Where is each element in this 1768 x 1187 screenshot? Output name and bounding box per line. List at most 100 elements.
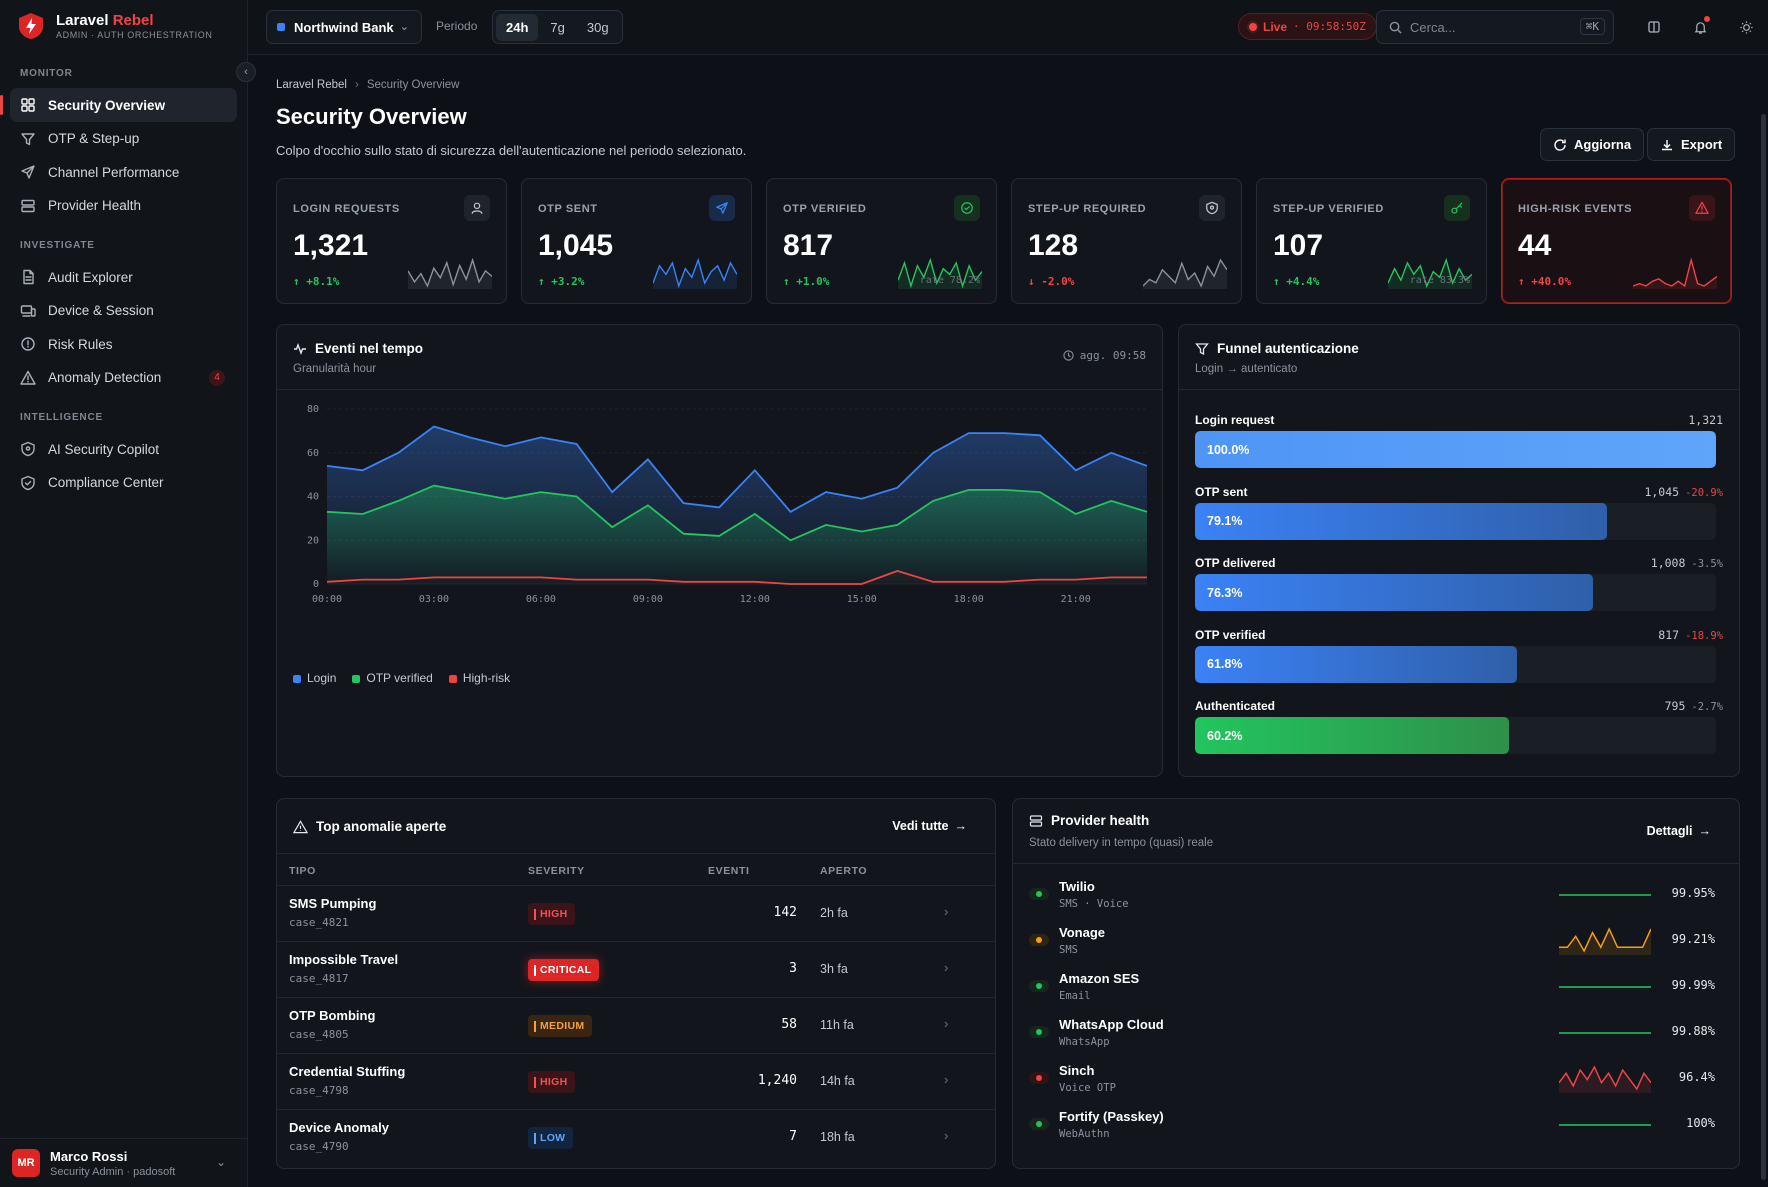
sidebar-item-risk-rules[interactable]: Risk Rules <box>10 327 237 361</box>
search-input[interactable] <box>1410 19 1560 35</box>
alert-circle-icon <box>21 337 35 351</box>
provider-name: WhatsApp Cloud <box>1059 1017 1164 1032</box>
kpi-value: 107 <box>1273 229 1324 262</box>
sidebar-item-channel-performance[interactable]: Channel Performance <box>10 155 237 189</box>
brand[interactable]: Laravel Rebel ADMIN · AUTH ORCHESTRATION <box>18 12 212 40</box>
funnel-bar-track: 100.0% <box>1195 431 1716 468</box>
funnel-bar: 61.8% <box>1195 645 1517 683</box>
kpi-card-login-requests[interactable]: LOGIN REQUESTS 1,321 ↑ +8.1% <box>276 178 507 304</box>
legend-item-high-risk[interactable]: High-risk <box>448 671 511 685</box>
search-box: ⌘K <box>1376 10 1614 44</box>
provider-uptime: 99.88% <box>1671 1024 1715 1038</box>
provider-sparkline <box>1559 986 1651 988</box>
kpi-delta: ↑ +3.2% <box>538 275 585 288</box>
key-icon <box>1451 202 1463 214</box>
period-option-24h[interactable]: 24h <box>496 13 539 41</box>
provider-sparkline <box>1559 1065 1651 1093</box>
period-option-7g[interactable]: 7g <box>550 19 565 35</box>
provider-uptime: 100% <box>1686 1116 1715 1130</box>
kpi-icon-box <box>464 195 490 221</box>
tenant-selector[interactable]: Northwind Bank ⌄ <box>266 10 422 44</box>
page-description: Colpo d'occhio sullo stato di sicurezza … <box>276 143 747 158</box>
main-scrollbar[interactable] <box>1761 114 1766 1180</box>
kpi-card-step-up-verified[interactable]: STEP-UP VERIFIED 107 ↑ +4.4% rate 83.3% <box>1256 178 1487 304</box>
provider-sparkline <box>1559 927 1651 955</box>
legend-label: OTP verified <box>366 671 433 685</box>
nav-section-investigate: INVESTIGATE <box>20 240 95 251</box>
sidebar-item-provider-health[interactable]: Provider Health <box>10 189 237 223</box>
kpi-icon-box <box>1444 195 1470 221</box>
anomaly-type: OTP Bombing <box>289 1008 376 1023</box>
sidebar-item-security-overview[interactable]: Security Overview <box>0 88 237 122</box>
provider-channels: SMS <box>1059 944 1078 956</box>
notifications-button[interactable] <box>1688 15 1712 39</box>
provider-channels: SMS · Voice <box>1059 898 1129 910</box>
sidebar-item-ai-security-copilot[interactable]: AI Security Copilot <box>10 432 237 466</box>
provider-row-fortify-passkey-[interactable]: Fortify (Passkey) WebAuthn 100% <box>1013 1105 1731 1151</box>
provider-row-vonage[interactable]: Vonage SMS 99.21% <box>1013 921 1731 967</box>
provider-row-whatsapp-cloud[interactable]: WhatsApp Cloud WhatsApp 99.88% <box>1013 1013 1731 1059</box>
sidebar-item-otp-step-up[interactable]: OTP & Step-up <box>10 122 237 156</box>
x-tick-label: 06:00 <box>526 594 556 605</box>
refresh-button[interactable]: Aggiorna <box>1540 128 1645 161</box>
series-line-high-risk[interactable] <box>326 569 1147 585</box>
series-area-high-risk <box>327 570 1147 584</box>
user-menu[interactable]: MR Marco Rossi Security Admin · padosoft… <box>0 1138 248 1187</box>
provider-details-button[interactable]: Dettagli → <box>1647 824 1711 838</box>
series-line-otp-verified[interactable] <box>326 484 1148 542</box>
sidebar-item-device-session[interactable]: Device & Session <box>10 294 237 328</box>
funnel-step-label: OTP sent <box>1195 484 1248 499</box>
provider-health-panel: Provider health Stato delivery in tempo … <box>1012 798 1740 1169</box>
sidebar-item-anomaly-detection[interactable]: Anomaly Detection 4 <box>10 361 237 395</box>
legend-swatch <box>293 674 301 683</box>
auth-funnel-panel: Funnel autenticazione Login → autenticat… <box>1178 324 1740 777</box>
document-icon <box>23 269 34 285</box>
table-row[interactable]: OTP Bombing case_4805 MEDIUM 58 11h fa › <box>277 997 995 1053</box>
table-row[interactable]: Device Anomaly case_4790 LOW 7 18h fa › <box>277 1109 995 1165</box>
chevron-right-icon[interactable]: › <box>944 960 949 975</box>
divider <box>1013 863 1739 864</box>
events-chart-subtitle: Granularità hour <box>293 363 377 375</box>
kpi-card-otp-sent[interactable]: OTP SENT 1,045 ↑ +3.2% <box>521 178 752 304</box>
kpi-icon-box <box>1689 195 1715 221</box>
legend-label: High-risk <box>462 671 511 685</box>
period-option-30g[interactable]: 30g <box>586 19 609 35</box>
provider-row-twilio[interactable]: Twilio SMS · Voice 99.95% <box>1013 875 1731 921</box>
table-row[interactable]: Impossible Travel case_4817 CRITICAL 3 3… <box>277 941 995 997</box>
sidebar-item-audit-explorer[interactable]: Audit Explorer <box>10 260 237 294</box>
kpi-value: 1,321 <box>293 229 369 262</box>
events-chart[interactable]: 0 20 40 60 80 00:00 03:00 06:00 09:00 12:00 15:00 1… <box>277 389 1164 679</box>
refresh-label: Aggiorna <box>1574 137 1632 152</box>
view-all-anomalies-button[interactable]: Vedi tutte → <box>892 819 967 833</box>
breadcrumb-root[interactable]: Laravel Rebel <box>276 79 347 91</box>
kpi-card-high-risk-events[interactable]: HIGH-RISK EVENTS 44 ↑ +40.0% <box>1501 178 1732 304</box>
legend-item-login[interactable]: Login <box>293 671 336 685</box>
funnel-title: Funnel autenticazione <box>1195 341 1359 356</box>
provider-row-amazon-ses[interactable]: Amazon SES Email 99.99% <box>1013 967 1731 1013</box>
warning-icon <box>1695 201 1709 214</box>
export-button[interactable]: Export <box>1647 128 1736 161</box>
provider-row-sinch[interactable]: Sinch Voice OTP 96.4% <box>1013 1059 1731 1105</box>
collapse-sidebar-button[interactable]: ‹ <box>236 62 256 82</box>
table-row[interactable]: SMS Pumping case_4821 HIGH 142 2h fa › <box>277 885 995 941</box>
funnel-bar-track: 79.1% <box>1195 502 1716 540</box>
kpi-card-step-up-required[interactable]: STEP-UP REQUIRED 128 ↓ -2.0% <box>1011 178 1242 304</box>
anomaly-opened: 11h fa <box>820 1018 854 1032</box>
theme-toggle-button[interactable] <box>1734 15 1758 39</box>
sidebar-item-compliance-center[interactable]: Compliance Center <box>10 466 237 500</box>
chevron-right-icon[interactable]: › <box>944 1128 949 1143</box>
series-line-login[interactable] <box>326 425 1148 513</box>
layout-toggle-button[interactable] <box>1642 15 1666 39</box>
chevron-right-icon[interactable]: › <box>944 904 949 919</box>
x-tick-label: 12:00 <box>740 594 770 605</box>
funnel-step-value: 1,321 <box>1688 413 1723 427</box>
chevron-right-icon[interactable]: › <box>944 1072 949 1087</box>
chevron-right-icon[interactable]: › <box>944 1016 949 1031</box>
legend-item-otp-verified[interactable]: OTP verified <box>352 671 433 685</box>
live-indicator[interactable]: Live · 09:58:50Z <box>1238 13 1377 40</box>
x-tick-label: 18:00 <box>954 594 984 605</box>
kpi-card-otp-verified[interactable]: OTP VERIFIED 817 ↑ +1.0% rate 78.2% <box>766 178 997 304</box>
notification-dot <box>1703 15 1711 23</box>
table-row[interactable]: Credential Stuffing case_4798 HIGH 1,240… <box>277 1053 995 1109</box>
kpi-sparkline <box>1388 257 1472 289</box>
